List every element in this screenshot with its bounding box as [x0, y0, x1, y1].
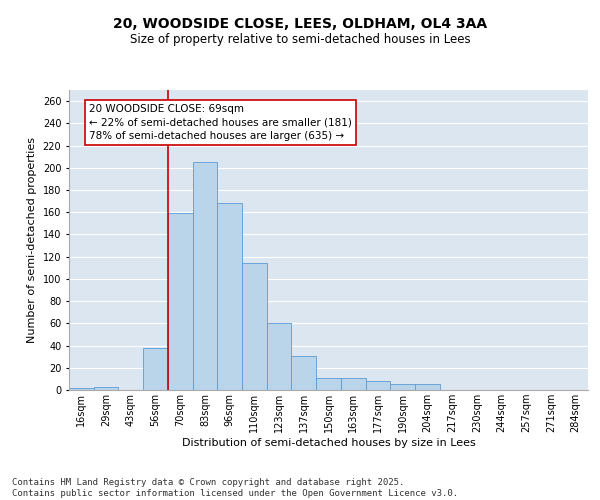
Bar [365, 381, 390, 390]
Text: Contains HM Land Registry data © Crown copyright and database right 2025.
Contai: Contains HM Land Registry data © Crown c… [12, 478, 458, 498]
Bar [217, 204, 242, 390]
Bar [168, 214, 193, 390]
Bar [390, 384, 415, 390]
Bar [292, 356, 316, 390]
Bar [143, 348, 168, 390]
Bar [69, 388, 94, 390]
Bar [267, 324, 292, 390]
Bar [415, 384, 440, 390]
X-axis label: Distribution of semi-detached houses by size in Lees: Distribution of semi-detached houses by … [182, 438, 475, 448]
Bar [316, 378, 341, 390]
Bar [94, 386, 118, 390]
Y-axis label: Number of semi-detached properties: Number of semi-detached properties [27, 137, 37, 343]
Bar [193, 162, 217, 390]
Bar [242, 264, 267, 390]
Bar [341, 378, 365, 390]
Text: 20, WOODSIDE CLOSE, LEES, OLDHAM, OL4 3AA: 20, WOODSIDE CLOSE, LEES, OLDHAM, OL4 3A… [113, 18, 487, 32]
Text: Size of property relative to semi-detached houses in Lees: Size of property relative to semi-detach… [130, 32, 470, 46]
Text: 20 WOODSIDE CLOSE: 69sqm
← 22% of semi-detached houses are smaller (181)
78% of : 20 WOODSIDE CLOSE: 69sqm ← 22% of semi-d… [89, 104, 352, 141]
